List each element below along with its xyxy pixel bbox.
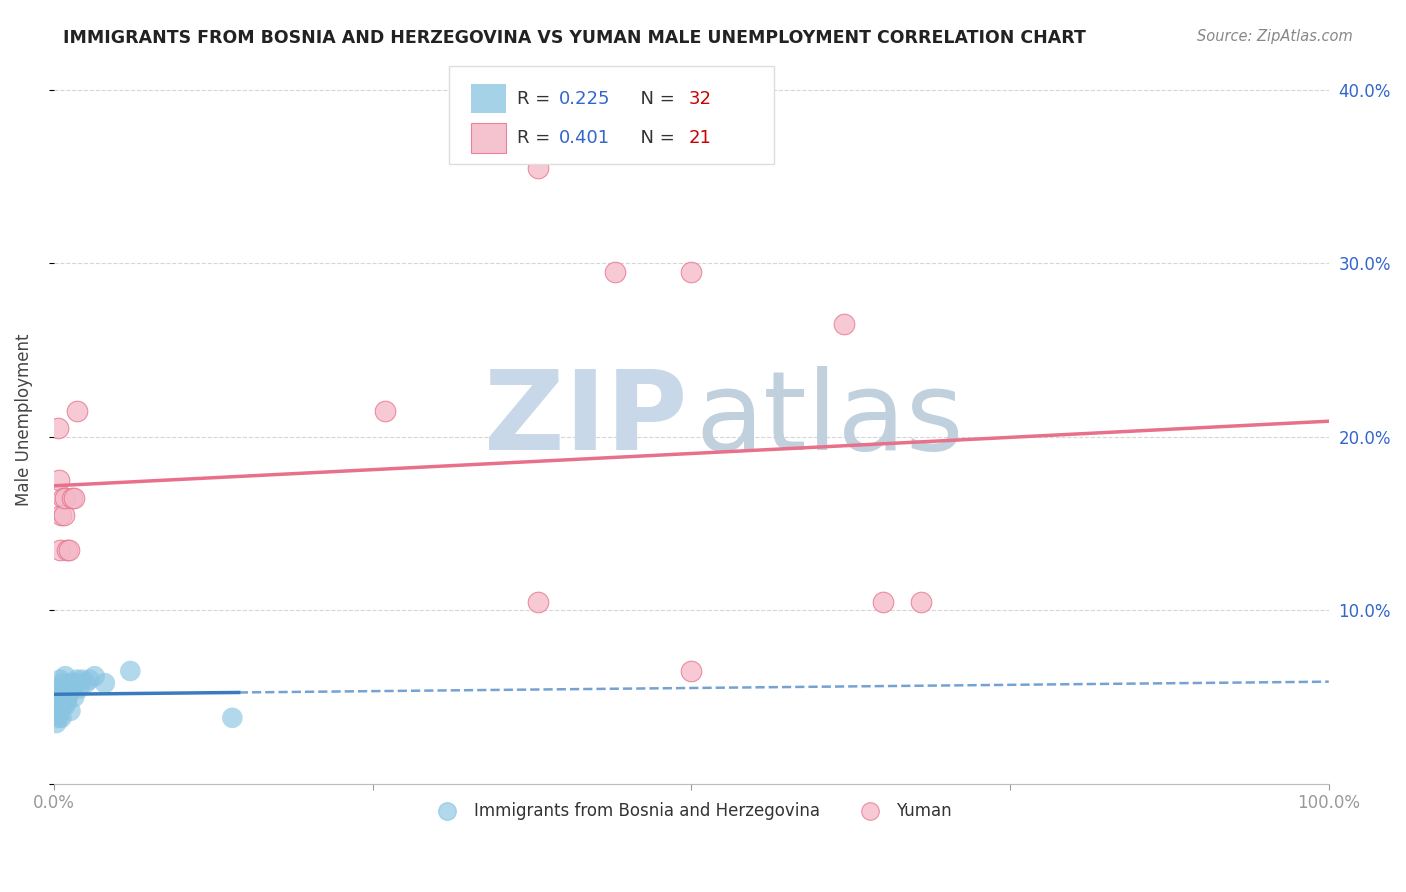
Point [53,508,76,522]
Point [55,693,77,707]
Point [681,664,703,678]
Point [94,676,117,690]
Point [83,669,105,683]
Point [52,491,75,505]
Point [48,681,70,696]
Point [46,421,69,435]
Text: ZIP: ZIP [484,366,688,473]
Point [603,265,626,279]
Point [221,711,243,725]
Text: R =: R = [516,129,555,147]
Point [53,698,76,713]
Point [48,473,70,487]
Point [75,676,97,690]
Point [79,673,101,687]
Point [65,676,87,690]
Point [53,690,76,704]
Text: N =: N = [628,129,681,147]
Point [58,686,80,700]
Point [53,491,76,505]
Point [55,681,77,696]
Point [51,686,73,700]
Point [46,690,69,704]
Text: Source: ZipAtlas.com: Source: ZipAtlas.com [1197,29,1353,44]
Point [120,664,142,678]
Point [374,403,396,417]
Point [60,491,83,505]
Text: IMMIGRANTS FROM BOSNIA AND HERZEGOVINA VS YUMAN MALE UNEMPLOYMENT CORRELATION CH: IMMIGRANTS FROM BOSNIA AND HERZEGOVINA V… [63,29,1087,46]
Text: N =: N = [628,90,681,108]
Text: R =: R = [516,90,555,108]
Point [832,317,855,331]
Point [58,542,80,557]
Point [872,594,894,608]
Point [52,676,75,690]
Point [527,161,550,175]
Text: 32: 32 [689,90,711,108]
Point [55,542,77,557]
Point [60,681,83,696]
Point [48,711,70,725]
Bar [471,123,506,153]
Point [527,594,550,608]
Point [52,698,75,713]
Point [53,669,76,683]
Point [67,681,90,696]
Point [49,542,72,557]
Text: 0.401: 0.401 [558,129,610,147]
Point [63,690,86,704]
Bar [471,84,506,113]
Point [45,716,67,731]
Point [681,265,703,279]
Point [70,673,93,687]
Point [49,673,72,687]
Point [56,690,79,704]
Point [46,707,69,722]
Point [910,594,932,608]
Point [66,673,89,687]
Y-axis label: Male Unemployment: Male Unemployment [15,334,32,506]
FancyBboxPatch shape [449,66,775,164]
Point [59,704,82,718]
Text: 0.225: 0.225 [558,90,610,108]
Point [62,676,84,690]
Text: atlas: atlas [695,366,963,473]
Text: 21: 21 [689,129,711,147]
Legend: Immigrants from Bosnia and Herzegovina, Yuman: Immigrants from Bosnia and Herzegovina, … [423,795,959,826]
Point [63,491,86,505]
Point [51,508,73,522]
Point [51,711,73,725]
Point [49,704,72,718]
Point [66,403,89,417]
